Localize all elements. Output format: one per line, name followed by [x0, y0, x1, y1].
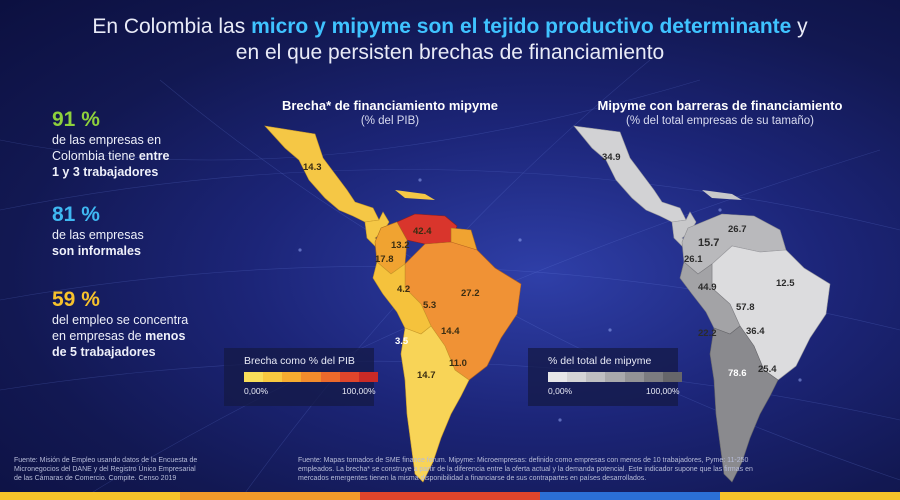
region-mexico: [573, 125, 687, 223]
value-label: 22.2: [698, 328, 717, 339]
footnote-line: Fuente: Misión de Empleo usando datos de…: [14, 457, 198, 464]
stat-line: del empleo se concentra: [52, 313, 189, 327]
legend-title: Brecha como % del PIB: [244, 355, 355, 367]
right-legend: % del total de mipyme 0,00% 100,00%: [528, 348, 682, 406]
strip-segment: [0, 492, 180, 500]
stat-text: del empleo se concentra en empresas de m…: [52, 312, 252, 360]
legend-swatch: [244, 372, 264, 382]
footnote-line: Micronegocios del DANE y del Registro Ún…: [14, 466, 196, 473]
right-map-title: Mipyme con barreras de financiamiento: [597, 98, 843, 113]
value-label: 25.4: [758, 364, 777, 375]
legend-swatch: [339, 372, 359, 382]
stat-bold: menos: [145, 329, 186, 343]
strip-segment: [360, 492, 540, 500]
left-legend: Brecha como % del PIB 0,00% 100,00%: [224, 348, 378, 406]
stat-91: 91 % de las empresas en Colombia tiene e…: [52, 108, 252, 180]
stat-bold: 1 y 3 trabajadores: [52, 165, 159, 179]
region-southern-cone: [709, 325, 779, 483]
value-label: 11.0: [449, 358, 467, 369]
stat-text: de las empresas son informales: [52, 227, 252, 259]
value-label: 14.7: [417, 370, 436, 381]
legend-scale: [244, 372, 378, 382]
legend-swatch: [548, 372, 568, 382]
value-label: 34.9: [602, 152, 621, 163]
page-title: En Colombia las micro y mipyme son el te…: [0, 14, 900, 66]
stat-bold: son informales: [52, 244, 141, 258]
value-label: 17.8: [375, 254, 394, 265]
legend-swatch: [282, 372, 302, 382]
legend-swatch: [301, 372, 321, 382]
legend-title: % del total de mipyme: [548, 355, 652, 367]
value-label: 27.2: [461, 288, 480, 299]
footnote-line: mercados emergentes tienen la misma disp…: [298, 475, 647, 482]
left-map-title: Brecha* de financiamiento mipyme: [281, 98, 498, 113]
strip-segment: [540, 492, 720, 500]
value-label: 4.2: [397, 284, 410, 295]
footnote-left: Fuente: Misión de Empleo usando datos de…: [14, 456, 264, 483]
value-label: 26.1: [684, 254, 703, 265]
value-label: 78.6: [728, 368, 747, 379]
stat-59: 59 % del empleo se concentra en empresas…: [52, 288, 252, 360]
legend-swatch: [358, 372, 378, 382]
stat-text: de las empresas en Colombia tiene entre …: [52, 132, 252, 180]
strip-segment: [180, 492, 360, 500]
value-label: 14.3: [303, 162, 322, 173]
bottom-color-strip: [0, 492, 900, 500]
legend-swatch: [662, 372, 682, 382]
title-line2: en el que persisten brechas de financiam…: [235, 41, 665, 64]
strip-segment: [720, 492, 900, 500]
value-label: 3.5: [395, 336, 409, 347]
value-label: 13.2: [391, 240, 410, 251]
value-label: 26.7: [728, 224, 747, 235]
title-text-end: y: [791, 15, 808, 38]
value-label: 44.9: [698, 282, 717, 293]
legend-min: 0,00%: [244, 386, 269, 396]
stat-line: de las empresas en: [52, 133, 162, 147]
stat-value: 91 %: [52, 108, 100, 131]
legend-swatch: [624, 372, 644, 382]
title-text: En Colombia las: [92, 15, 252, 38]
footnote-line: empleados. La brecha* se construye a par…: [298, 466, 753, 473]
stat-line: de las empresas: [52, 228, 144, 242]
stat-81: 81 % de las empresas son informales: [52, 203, 252, 259]
legend-swatch: [586, 372, 606, 382]
stat-bold: entre: [138, 149, 170, 163]
value-label: 15.7: [698, 237, 719, 249]
stat-line: en empresas de: [52, 329, 146, 343]
value-label: 36.4: [746, 326, 765, 337]
stat-bold: de 5 trabajadores: [52, 345, 156, 359]
value-label: 42.4: [413, 226, 432, 237]
footnote-line: de las Cámaras de Comercio. Compite. Cen…: [14, 475, 177, 482]
legend-scale: [548, 372, 682, 382]
region-caribbean: [702, 190, 742, 200]
left-map: 14.3 42.4 13.2 17.8 4.2 5.3 27.2 14.4 3.…: [264, 125, 522, 483]
region-southern-cone: [400, 325, 470, 483]
legend-swatch: [605, 372, 625, 382]
stat-value: 81 %: [52, 203, 100, 226]
legend-min: 0,00%: [548, 386, 573, 396]
value-label: 14.4: [441, 326, 460, 337]
value-label: 5.3: [423, 300, 436, 311]
stat-line: Colombia tiene: [52, 149, 139, 163]
value-label: 12.5: [776, 278, 795, 289]
right-map: 34.9 26.7 15.7 26.1 12.5 44.9 57.8 36.4 …: [573, 125, 831, 483]
left-map-subtitle: (% del PIB): [360, 115, 420, 127]
legend-max: 100,00%: [342, 386, 376, 396]
footnote-right: Fuente: Mapas tomados de SME finance for…: [298, 456, 888, 483]
stat-value: 59 %: [52, 288, 100, 311]
legend-max: 100,00%: [646, 386, 680, 396]
legend-swatch: [263, 372, 283, 382]
region-mexico: [264, 125, 380, 223]
title-highlight: micro y mipyme son el tejido productivo …: [251, 15, 792, 38]
legend-swatch: [643, 372, 663, 382]
legend-swatch: [320, 372, 340, 382]
value-label: 57.8: [736, 302, 755, 313]
region-caribbean: [395, 190, 435, 200]
footnote-line: Fuente: Mapas tomados de SME finance for…: [298, 457, 749, 464]
right-map-subtitle: (% del total empresas de su tamaño): [626, 115, 814, 127]
legend-swatch: [567, 372, 587, 382]
